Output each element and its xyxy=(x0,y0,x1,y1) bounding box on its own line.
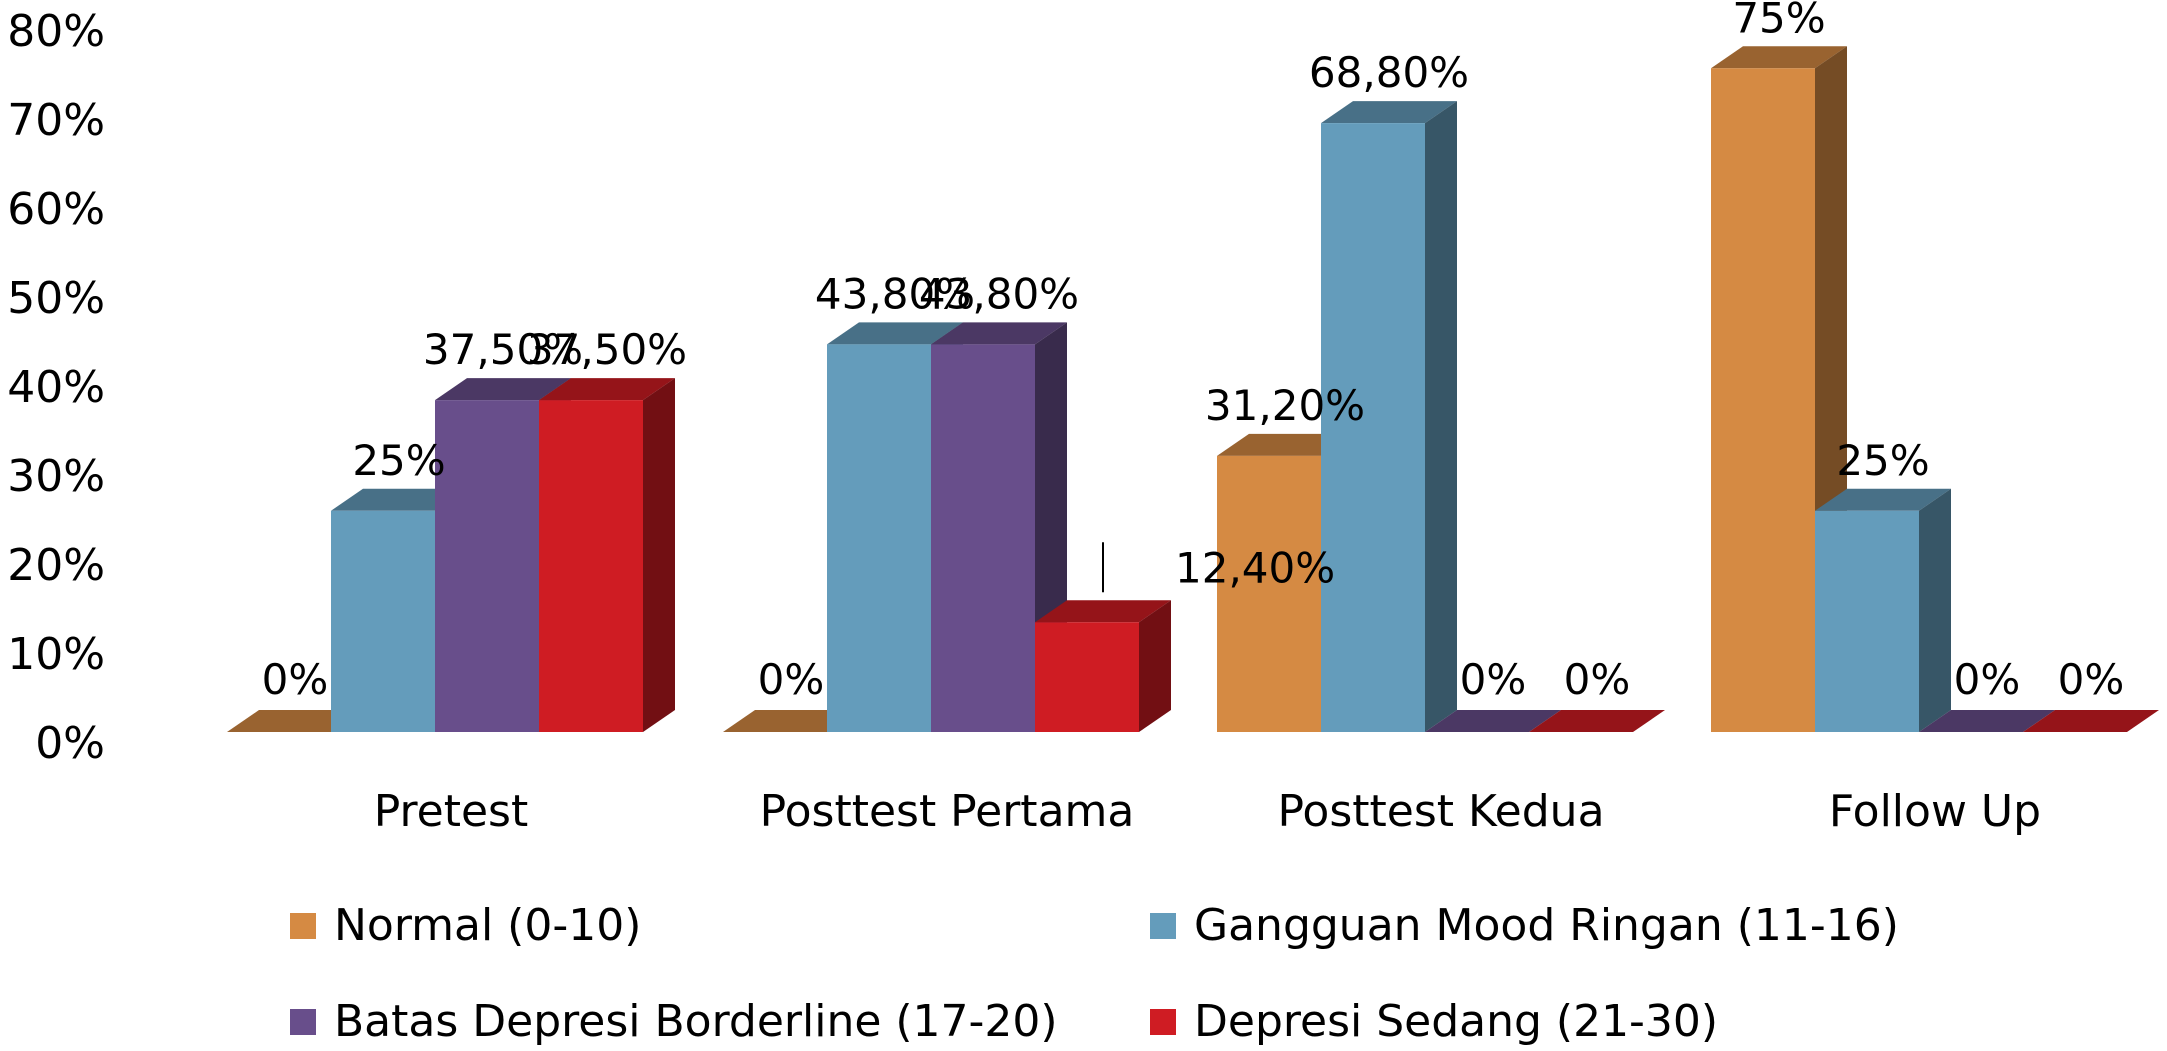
legend: Normal (0-10) Gangguan Mood Ringan (11-16… xyxy=(290,900,2140,1050)
bar-side xyxy=(643,378,675,732)
bar xyxy=(1321,123,1425,733)
category-label: Pretest xyxy=(374,786,528,837)
legend-swatch xyxy=(1150,912,1176,939)
bar-top xyxy=(1321,101,1457,124)
bar-chart: 0% 10% 20% 30% 40% 50% 60% 70% 80% 0% 25% 37,50%37… xyxy=(7,0,2159,837)
bar-top xyxy=(539,378,675,401)
bar-side xyxy=(1919,488,1951,732)
data-label: 0% xyxy=(2058,655,2125,704)
data-label: 43,80% xyxy=(919,269,1079,318)
legend-item: Gangguan Mood Ringan (11-16) xyxy=(1150,900,1899,951)
category-label: Posttest Kedua xyxy=(1277,786,1604,837)
legend-label: Normal (0-10) xyxy=(334,900,642,951)
bar-top xyxy=(1815,488,1951,511)
y-tick-label: 60% xyxy=(7,184,105,235)
legend-label: Batas Depresi Borderline (17-20) xyxy=(334,996,1058,1047)
legend-label: Depresi Sedang (21-30) xyxy=(1194,996,1719,1047)
data-label: 12,40% xyxy=(1175,543,1335,592)
y-tick-label: 50% xyxy=(7,273,105,324)
bar-side xyxy=(1425,101,1457,733)
data-label: 68,80% xyxy=(1309,48,1469,97)
data-label: 25% xyxy=(352,436,445,485)
legend-item: Batas Depresi Borderline (17-20) xyxy=(290,996,1058,1047)
bar-top xyxy=(1919,710,2055,732)
bar xyxy=(331,510,435,732)
bar xyxy=(1815,510,1919,732)
bar-top xyxy=(227,710,363,732)
bar-top xyxy=(931,322,1067,345)
y-tick-label: 0% xyxy=(35,718,105,769)
data-label: 0% xyxy=(1954,655,2021,704)
data-label: 37,50% xyxy=(527,325,687,374)
data-label: 0% xyxy=(1564,655,1631,704)
y-tick-label: 20% xyxy=(7,540,105,591)
bar-top xyxy=(1035,600,1171,623)
y-tick-label: 30% xyxy=(7,451,105,502)
bar-side xyxy=(1139,600,1171,732)
bar-top xyxy=(1217,433,1353,456)
data-label: 0% xyxy=(1460,655,1527,704)
bar-top xyxy=(827,322,963,345)
bar-top xyxy=(435,378,571,401)
y-tick-label: 40% xyxy=(7,362,105,413)
data-label: 43,80% xyxy=(815,269,975,318)
bar xyxy=(1711,68,1815,732)
data-label: 37,50% xyxy=(423,325,583,374)
bar-top xyxy=(723,710,859,732)
bar xyxy=(827,344,931,732)
legend-item: Depresi Sedang (21-30) xyxy=(1150,996,1718,1047)
y-tick-label: 10% xyxy=(7,629,105,680)
category-label: Posttest Pertama xyxy=(760,786,1135,837)
bar xyxy=(931,344,1035,732)
legend-swatch xyxy=(290,912,316,939)
bar-top xyxy=(331,488,467,511)
legend-item: Normal (0-10) xyxy=(290,900,641,951)
y-axis: 0% 10% 20% 30% 40% 50% 60% 70% 80% xyxy=(7,6,105,769)
legend-swatch xyxy=(290,1008,316,1035)
bar-top xyxy=(2023,710,2159,732)
data-label: 25% xyxy=(1836,436,1929,485)
bars xyxy=(227,46,2159,733)
bar xyxy=(1217,455,1321,732)
data-label: 75% xyxy=(1732,0,1825,42)
category-label: Follow Up xyxy=(1829,786,2041,837)
data-label: 31,20% xyxy=(1205,381,1365,430)
legend-label: Gangguan Mood Ringan (11-16) xyxy=(1194,900,1899,951)
bar xyxy=(1035,622,1139,732)
bar xyxy=(435,400,539,732)
data-label: 0% xyxy=(262,655,329,704)
bar-top xyxy=(1529,710,1665,732)
bar xyxy=(539,400,643,732)
bar-top xyxy=(1425,710,1561,732)
data-label: 0% xyxy=(758,655,825,704)
category-labels: Pretest Posttest Pertama Posttest Kedua Fol… xyxy=(374,786,2041,837)
data-labels: 0% 25% 37,50%37,50% 0% 43,80%43,80% 12,40% 31,… xyxy=(262,0,2125,704)
legend-swatch xyxy=(1150,1008,1176,1035)
bar-top xyxy=(1711,46,1847,69)
y-tick-label: 80% xyxy=(7,6,105,57)
y-tick-label: 70% xyxy=(7,95,105,146)
